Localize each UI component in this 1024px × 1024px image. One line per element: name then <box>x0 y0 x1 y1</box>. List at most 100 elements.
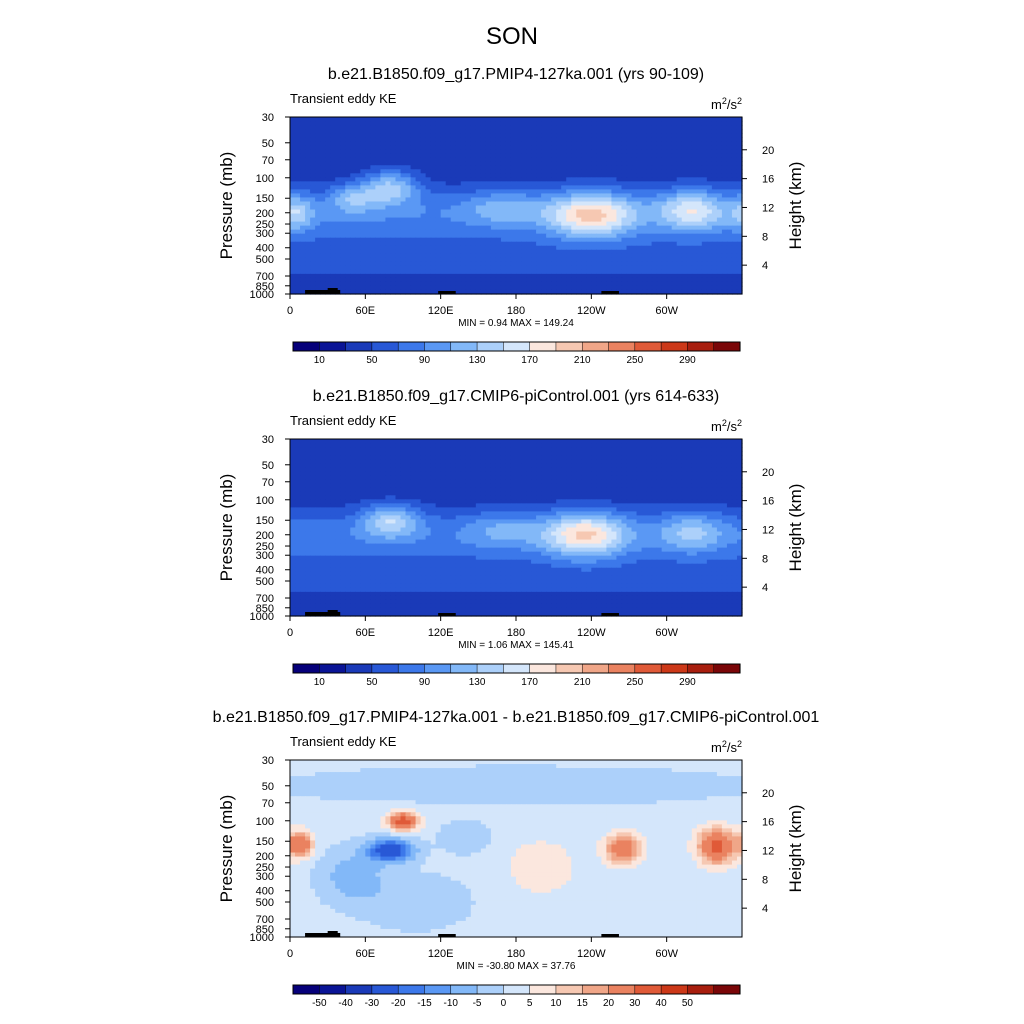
heatmap-cell <box>410 463 417 468</box>
heatmap-cell <box>480 257 487 263</box>
heatmap-cell <box>405 201 412 207</box>
heatmap-cell <box>526 463 532 468</box>
heatmap-cell <box>686 125 693 130</box>
heatmap-cell <box>621 225 628 231</box>
heatmap-cell <box>716 145 723 150</box>
heatmap-cell <box>671 149 678 154</box>
heatmap-cell <box>460 471 467 476</box>
heatmap-cell <box>681 447 688 452</box>
heatmap-cell <box>425 129 432 134</box>
heatmap-cell <box>480 133 487 138</box>
heatmap-cell <box>410 229 417 235</box>
heatmap-cell <box>450 121 457 126</box>
heatmap-cell <box>435 145 442 150</box>
heatmap-cell <box>440 225 447 231</box>
heatmap-cell <box>686 201 693 207</box>
heatmap-cell <box>526 289 532 295</box>
heatmap-cell <box>621 237 628 243</box>
heatmap-cell <box>440 281 447 287</box>
heatmap-cell <box>465 169 472 174</box>
heatmap-cell <box>360 189 366 195</box>
heatmap-cell <box>736 451 743 456</box>
heatmap-cell <box>330 153 336 158</box>
heatmap-cell <box>470 149 477 154</box>
heatmap-cell <box>410 233 417 239</box>
heatmap-cell <box>315 157 321 162</box>
heatmap-cell <box>606 153 613 158</box>
heatmap-cell <box>450 153 457 158</box>
heatmap-cell <box>566 125 572 130</box>
heatmap-cell <box>490 181 497 186</box>
heatmap-cell <box>701 475 708 480</box>
heatmap-cell <box>425 201 432 207</box>
heatmap-cell <box>400 185 407 191</box>
height-tick-label: 8 <box>762 231 768 243</box>
heatmap-cell <box>621 475 628 480</box>
heatmap-cell <box>415 213 422 219</box>
heatmap-cell <box>295 225 301 231</box>
heatmap-cell <box>355 471 361 476</box>
heatmap-cell <box>305 129 311 134</box>
heatmap-cell <box>410 265 417 271</box>
heatmap-cell <box>601 265 607 271</box>
heatmap-cell <box>581 467 587 472</box>
heatmap-cell <box>611 169 618 174</box>
colorbar-swatch <box>503 341 531 352</box>
heatmap-cell <box>686 165 693 170</box>
heatmap-cell <box>706 233 713 239</box>
heatmap-cell <box>465 237 472 243</box>
heatmap-cell <box>656 285 663 291</box>
heatmap-cell <box>445 447 452 452</box>
heatmap-cell <box>330 121 336 126</box>
heatmap-cell <box>300 133 306 138</box>
heatmap-cell <box>360 289 366 295</box>
heatmap-cell <box>295 145 301 150</box>
heatmap-cell <box>596 133 602 138</box>
heatmap-cell <box>305 285 311 291</box>
heatmap-cell <box>405 281 412 287</box>
heatmap-cell <box>606 451 613 456</box>
heatmap-cell <box>696 257 703 263</box>
heatmap-cell <box>345 165 351 170</box>
heatmap-cell <box>420 447 427 452</box>
heatmap-cell <box>651 217 658 223</box>
heatmap-cell <box>666 201 673 207</box>
heatmap-cell <box>541 439 547 444</box>
heatmap-cell <box>691 253 698 259</box>
heatmap-cell <box>661 213 668 219</box>
heatmap-cell <box>516 121 522 126</box>
heatmap-cell <box>526 229 532 235</box>
heatmap-cell <box>440 467 447 472</box>
heatmap-cell <box>601 277 607 283</box>
heatmap-cell <box>340 201 346 207</box>
heatmap-cell <box>686 145 693 150</box>
heatmap-cell <box>360 181 366 186</box>
heatmap-cell <box>470 285 477 291</box>
heatmap-cell <box>480 169 487 174</box>
heatmap-cell <box>495 157 502 162</box>
heatmap-cell <box>350 459 356 464</box>
heatmap-cell <box>410 121 417 126</box>
heatmap-cell <box>671 253 678 259</box>
heatmap-cell <box>716 245 723 251</box>
heatmap-cell <box>676 161 683 166</box>
heatmap-cell <box>651 209 658 215</box>
heatmap-cell <box>586 197 592 203</box>
heatmap-cell <box>395 137 402 142</box>
heatmap-cell <box>390 439 397 444</box>
heatmap-cell <box>410 149 417 154</box>
heatmap-cell <box>641 117 648 122</box>
heatmap-cell <box>516 189 522 195</box>
heatmap-cell <box>606 121 613 126</box>
heatmap-cell <box>480 463 487 468</box>
heatmap-cell <box>581 257 587 263</box>
heatmap-cell <box>290 165 296 170</box>
heatmap-cell <box>295 133 301 138</box>
heatmap-cell <box>340 285 346 291</box>
heatmap-cell <box>601 201 607 207</box>
heatmap-cell <box>495 217 502 223</box>
heatmap-cell <box>566 253 572 259</box>
heatmap-cell <box>465 447 472 452</box>
heatmap-cell <box>571 125 577 130</box>
heatmap-cell <box>516 471 522 476</box>
